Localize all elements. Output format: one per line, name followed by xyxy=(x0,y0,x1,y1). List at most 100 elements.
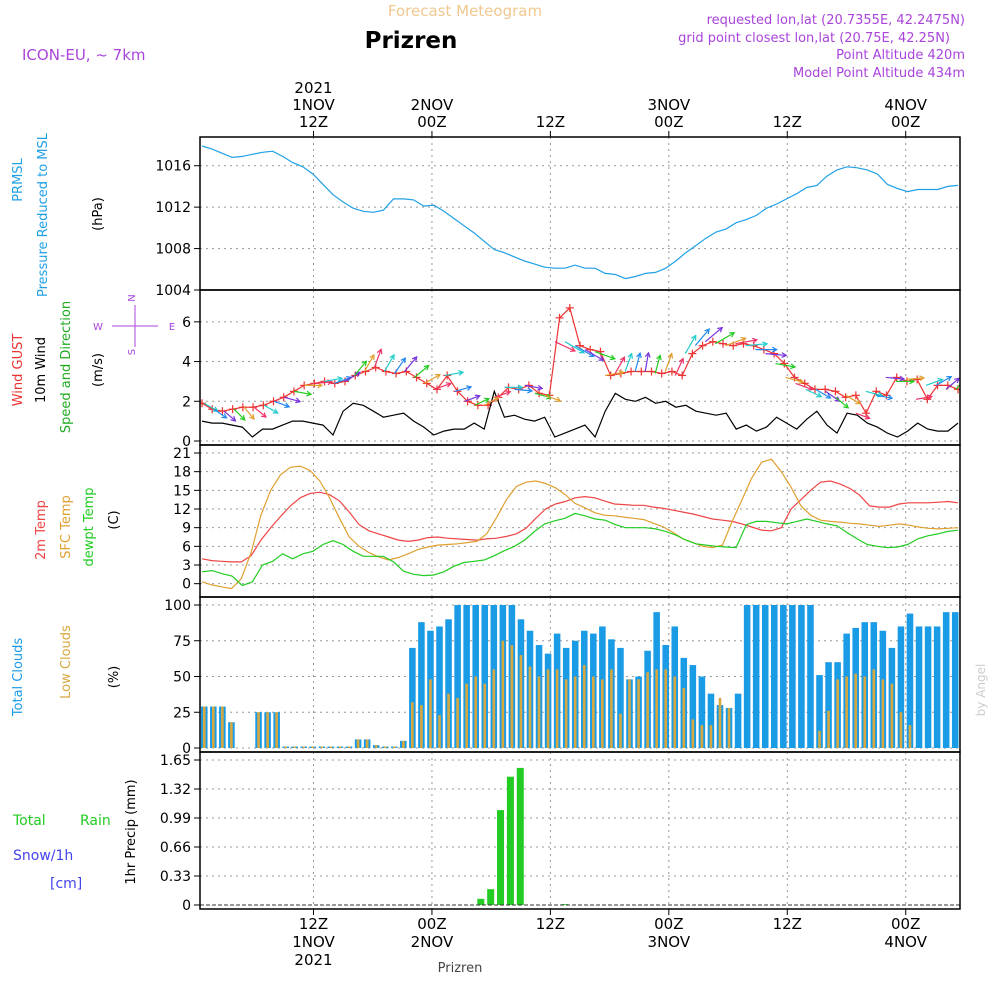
wind-arrow-head xyxy=(843,402,850,409)
wind-arrow-shaft xyxy=(294,390,312,395)
wind-arrow-48 xyxy=(684,334,697,354)
precip-unit: 1hr Precip (mm) xyxy=(124,779,139,884)
wind-arrow-67 xyxy=(875,394,894,401)
cloud-low-bar-18 xyxy=(365,739,369,748)
temp-unit: (C) xyxy=(107,510,122,529)
cloud-total-bar-80 xyxy=(924,626,932,748)
wind-arrow-64 xyxy=(845,394,862,405)
wind-arrow-shaft xyxy=(795,382,813,391)
wind-arrow-shaft xyxy=(745,343,768,347)
wind-arrow-shaft xyxy=(704,327,723,343)
cloud-total-bar-28 xyxy=(454,605,461,748)
time-bottom-label-2-0: 12Z xyxy=(536,915,565,933)
cloud-low-bar-12 xyxy=(311,746,315,748)
gust-marker-42 xyxy=(627,367,636,376)
ytick-label-wind-3: 6 xyxy=(182,315,191,331)
gust-marker-57 xyxy=(780,359,789,368)
wind-arrow-shaft xyxy=(353,360,367,376)
wind-arrow-46 xyxy=(664,352,674,372)
cloud-low-bar-8 xyxy=(275,712,278,748)
cloud-low-bar-68 xyxy=(818,730,821,748)
cloud-low-bar-77 xyxy=(899,712,903,748)
cloud-low-bar-10 xyxy=(293,746,297,748)
wind-arrow-shaft xyxy=(414,365,430,378)
point-altitude: Point Altitude 420m xyxy=(836,48,965,63)
time-top-label-3-1: 00Z xyxy=(654,113,683,131)
wind-arrow-58 xyxy=(785,376,805,384)
wind-arrow-66 xyxy=(865,390,884,398)
cloud-low-bar-42 xyxy=(582,665,586,748)
wind-arrow-head xyxy=(483,397,491,404)
wind-arrow-head xyxy=(899,375,906,382)
cloud-low-bar-49 xyxy=(646,672,649,748)
wind-arrow-shaft xyxy=(785,376,804,383)
cloud-low-bar-3 xyxy=(230,722,233,748)
cloud-low-bar-26 xyxy=(438,715,441,748)
cloud-low-bar-76 xyxy=(890,683,894,748)
wind-arrow-10 xyxy=(304,382,324,389)
wind-arrow-head xyxy=(537,384,544,391)
pressure-label-1: PRMSL xyxy=(11,157,26,201)
wind-arrow-74 xyxy=(945,377,960,390)
wind-arrow-shaft xyxy=(664,353,673,372)
gust-marker-68 xyxy=(892,373,901,382)
wind-arrow-shaft xyxy=(223,410,236,422)
wind-arrow-29 xyxy=(494,390,512,398)
wind-arrow-head xyxy=(691,334,697,341)
wind-arrow-shaft xyxy=(334,376,352,384)
requested-coords: requested lon,lat (20.7355E, 42.2475N) xyxy=(707,13,965,28)
gust-marker-61 xyxy=(821,385,830,394)
ytick-label-precip-4: 1.32 xyxy=(160,782,191,798)
cloud-low-bar-70 xyxy=(836,679,839,748)
wind-arrow-head xyxy=(864,414,871,420)
wind-arrow-shaft xyxy=(213,408,227,419)
wind-arrow-shaft xyxy=(805,388,822,398)
pressure-unit: (hPa) xyxy=(91,197,106,231)
precip-label-total: Total xyxy=(12,813,46,829)
cloud-low-bar-29 xyxy=(465,683,468,748)
wind-arrow-head xyxy=(260,412,267,418)
gust-marker-50 xyxy=(708,337,717,346)
precip-bar-5 xyxy=(561,904,569,905)
wind-arrow-shaft xyxy=(494,391,511,398)
series-wind xyxy=(200,303,960,439)
cloud-low-bar-17 xyxy=(356,739,360,748)
cloud-low-bar-7 xyxy=(266,712,269,748)
time-bottom-label-0-2: 2021 xyxy=(294,951,332,969)
cloud-low-bar-46 xyxy=(619,713,622,748)
cloud-total-bar-62 xyxy=(761,605,769,748)
cloud-label-1: Total Clouds xyxy=(11,638,26,718)
wind-arrow-57 xyxy=(775,362,797,370)
cloud-low-bar-36 xyxy=(528,666,532,748)
time-top-label-1-1: 00Z xyxy=(417,113,446,131)
wind-arrow-63 xyxy=(835,396,850,409)
wind-arrow-15 xyxy=(353,360,368,376)
gust-marker-23 xyxy=(432,385,441,394)
wind-arrow-54 xyxy=(745,341,769,348)
wind-arrow-head xyxy=(762,341,769,348)
wind-arrow-shaft xyxy=(845,394,861,405)
wind-arrow-shaft xyxy=(614,356,626,374)
wind-arrow-head xyxy=(569,346,577,352)
wind-arrow-shaft xyxy=(604,371,624,377)
wind-arrow-head xyxy=(909,378,916,385)
wind-arrow-head xyxy=(474,394,481,400)
wind-arrow-head xyxy=(954,377,960,384)
cloud-low-bar-56 xyxy=(709,725,713,748)
wind-arrow-shaft xyxy=(544,394,561,402)
wind-arrow-41 xyxy=(614,356,626,374)
cloud-low-bar-78 xyxy=(908,725,912,748)
gust-marker-2 xyxy=(218,407,227,416)
wind-arrow-2 xyxy=(223,410,237,422)
wind-arrow-22 xyxy=(424,373,442,384)
ytick-label-pressure-0: 1004 xyxy=(155,283,191,299)
wind-arrow-39 xyxy=(594,351,616,361)
ytick-label-temperature-5: 15 xyxy=(173,483,191,499)
cloud-total-bar-61 xyxy=(752,605,760,748)
ytick-label-temperature-4: 12 xyxy=(173,502,191,518)
ytick-label-temperature-7: 21 xyxy=(173,446,191,462)
gust-marker-22 xyxy=(422,379,431,388)
wind-arrow-head xyxy=(751,337,759,344)
gust-marker-21 xyxy=(412,373,421,382)
wind-arrow-head xyxy=(667,352,674,359)
